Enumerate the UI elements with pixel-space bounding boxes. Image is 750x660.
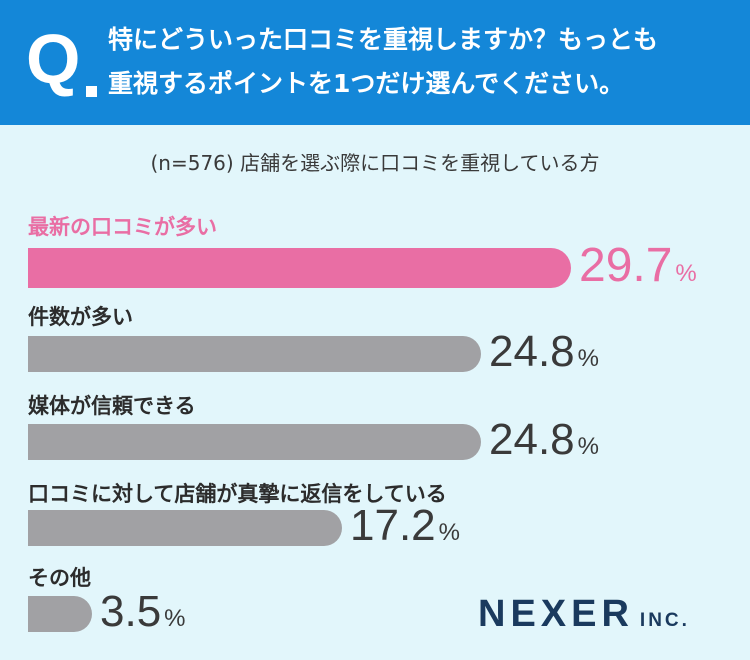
bar <box>28 510 342 546</box>
bar-value: 3.5% <box>100 587 186 647</box>
bar-value-unit: % <box>577 345 599 372</box>
bar-label: 口コミに対して店舗が真摯に返信をしている <box>28 482 447 506</box>
bar-value-number: 24.8 <box>489 415 575 464</box>
bar-value-number: 29.7 <box>579 239 673 292</box>
bar-value: 24.8% <box>489 327 599 387</box>
bar-value-number: 24.8 <box>489 327 575 376</box>
bar-label: 媒体が信頼できる <box>28 394 196 418</box>
bar <box>28 336 481 372</box>
bar-value-number: 3.5 <box>100 587 162 636</box>
question-line-1: 特にどういった口コミを重視しますか？もっとも <box>108 25 659 54</box>
bar-value-unit: % <box>577 433 599 460</box>
company-logo: NEXER INC. <box>478 592 690 644</box>
bar-value: 29.7% <box>579 241 697 302</box>
bar-label: 件数が多い <box>28 305 133 329</box>
bar-value-number: 17.2 <box>350 501 436 550</box>
question-line-2: 重視するポイントを1つだけ選んでください。 <box>108 69 625 98</box>
bar-value: 24.8% <box>489 415 599 475</box>
logo-wordmark: NEXER <box>478 593 634 635</box>
bar-value-unit: % <box>164 605 186 632</box>
question-mark-dot <box>86 86 97 97</box>
bar-value-unit: % <box>675 260 697 287</box>
bar <box>28 596 92 632</box>
bar-value-unit: % <box>438 519 460 546</box>
bar-label: 最新の口コミが多い <box>28 215 217 239</box>
bar-label: その他 <box>28 566 91 590</box>
question-mark: Q <box>26 20 81 98</box>
question-header: Q 特にどういった口コミを重視しますか？もっとも 重視するポイントを1つだけ選ん… <box>0 0 750 125</box>
logo-suffix: INC. <box>639 610 690 631</box>
bar <box>28 424 481 460</box>
bar-value: 17.2% <box>350 501 460 561</box>
chart-subtitle: (n=576) 店舗を選ぶ際に口コミを重視している方 <box>150 151 600 175</box>
bar <box>28 248 571 288</box>
